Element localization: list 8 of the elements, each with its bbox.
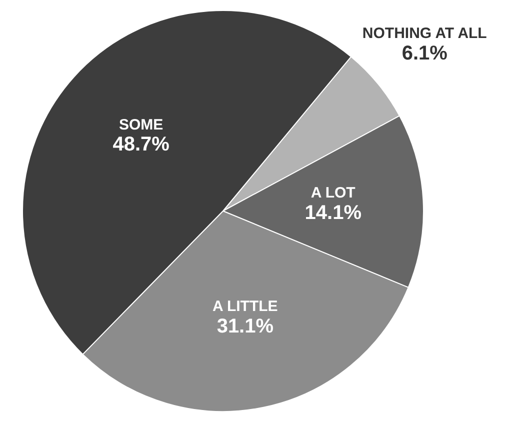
data-label: 48.7% xyxy=(112,134,170,156)
data-label: 31.1% xyxy=(216,316,274,338)
slice-label: NOTHING AT ALL xyxy=(362,24,487,42)
slice-label: SOME xyxy=(119,116,164,134)
data-label: 6.1% xyxy=(402,42,448,64)
slice-label: A LOT xyxy=(310,184,356,202)
data-label: 14.1% xyxy=(304,202,362,224)
slice-label: A LITTLE xyxy=(212,298,278,316)
